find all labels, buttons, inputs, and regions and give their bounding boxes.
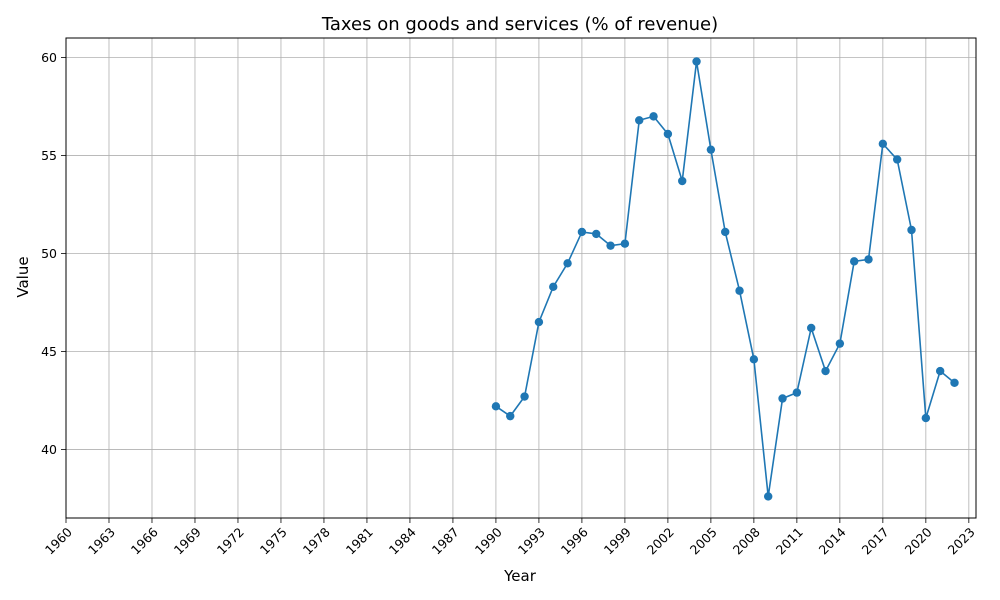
data-point — [620, 239, 630, 248]
data-point — [592, 229, 601, 239]
data-point — [491, 402, 501, 411]
x-tick-label: 1960 — [42, 524, 75, 557]
x-tick-label: 1990 — [472, 524, 505, 557]
x-tick-label: 1981 — [343, 524, 376, 557]
data-point — [506, 411, 515, 421]
x-tick-label: 2017 — [859, 524, 892, 557]
data-point — [577, 227, 587, 237]
data-point — [606, 241, 615, 250]
data-point — [735, 286, 744, 295]
data-point — [549, 282, 558, 292]
data-point — [534, 317, 544, 327]
data-point — [721, 227, 730, 237]
data-point — [663, 129, 673, 139]
data-point — [649, 112, 658, 121]
data-point — [835, 339, 845, 348]
data-point — [864, 255, 873, 264]
x-tick-label: 1966 — [128, 524, 161, 557]
data-point — [878, 139, 888, 148]
data-point — [678, 176, 687, 186]
x-tick-label: 1963 — [85, 524, 118, 557]
y-tick-label: 60 — [41, 50, 57, 65]
data-point — [764, 492, 773, 501]
data-point — [792, 388, 802, 397]
data-point — [950, 378, 959, 388]
data-point — [892, 155, 902, 164]
x-tick-label: 2011 — [773, 524, 806, 557]
x-tick-label: 1996 — [558, 524, 591, 557]
data-point — [821, 366, 830, 376]
data-point — [935, 366, 945, 376]
y-tick-label: 55 — [41, 148, 57, 163]
data-point — [806, 323, 816, 333]
data-point — [921, 413, 931, 423]
ticks-layer: 1960 1963 1966 1969 1972 1975 1978 1981 1984 1987… — [41, 50, 978, 557]
data-point — [907, 225, 916, 235]
data-point — [778, 394, 787, 403]
y-tick-label: 50 — [41, 246, 57, 261]
x-tick-label: 2002 — [644, 524, 677, 557]
x-tick-label: 1978 — [300, 524, 333, 557]
y-tick-label: 45 — [41, 344, 57, 359]
x-tick-label: 1993 — [515, 524, 548, 557]
y-tick-label: 40 — [41, 442, 57, 457]
y-axis-label: Value — [14, 256, 32, 297]
series-layer — [491, 57, 959, 501]
x-tick-label: 1987 — [429, 524, 462, 557]
x-tick-label: 2023 — [945, 524, 978, 557]
data-point — [635, 116, 644, 125]
grid — [65, 38, 976, 518]
data-point — [563, 259, 572, 268]
x-tick-label: 2008 — [730, 524, 763, 557]
series-line — [495, 61, 956, 497]
data-point — [706, 145, 716, 154]
x-axis-label: Year — [503, 567, 537, 585]
data-point — [849, 257, 859, 266]
x-tick-label: 2020 — [902, 524, 935, 557]
data-point — [520, 392, 529, 401]
x-tick-label: 1999 — [601, 524, 634, 557]
x-tick-label: 2014 — [816, 524, 849, 557]
chart-title: Taxes on goods and services (% of revenu… — [321, 14, 718, 35]
x-tick-label: 1984 — [386, 524, 419, 557]
x-tick-label: 2005 — [687, 524, 720, 557]
plot-frame — [65, 37, 977, 519]
x-tick-label: 1975 — [257, 524, 290, 557]
x-tick-label: 1969 — [171, 524, 204, 557]
x-tick-label: 1972 — [214, 524, 247, 557]
data-point — [692, 57, 701, 66]
data-point — [749, 355, 759, 364]
